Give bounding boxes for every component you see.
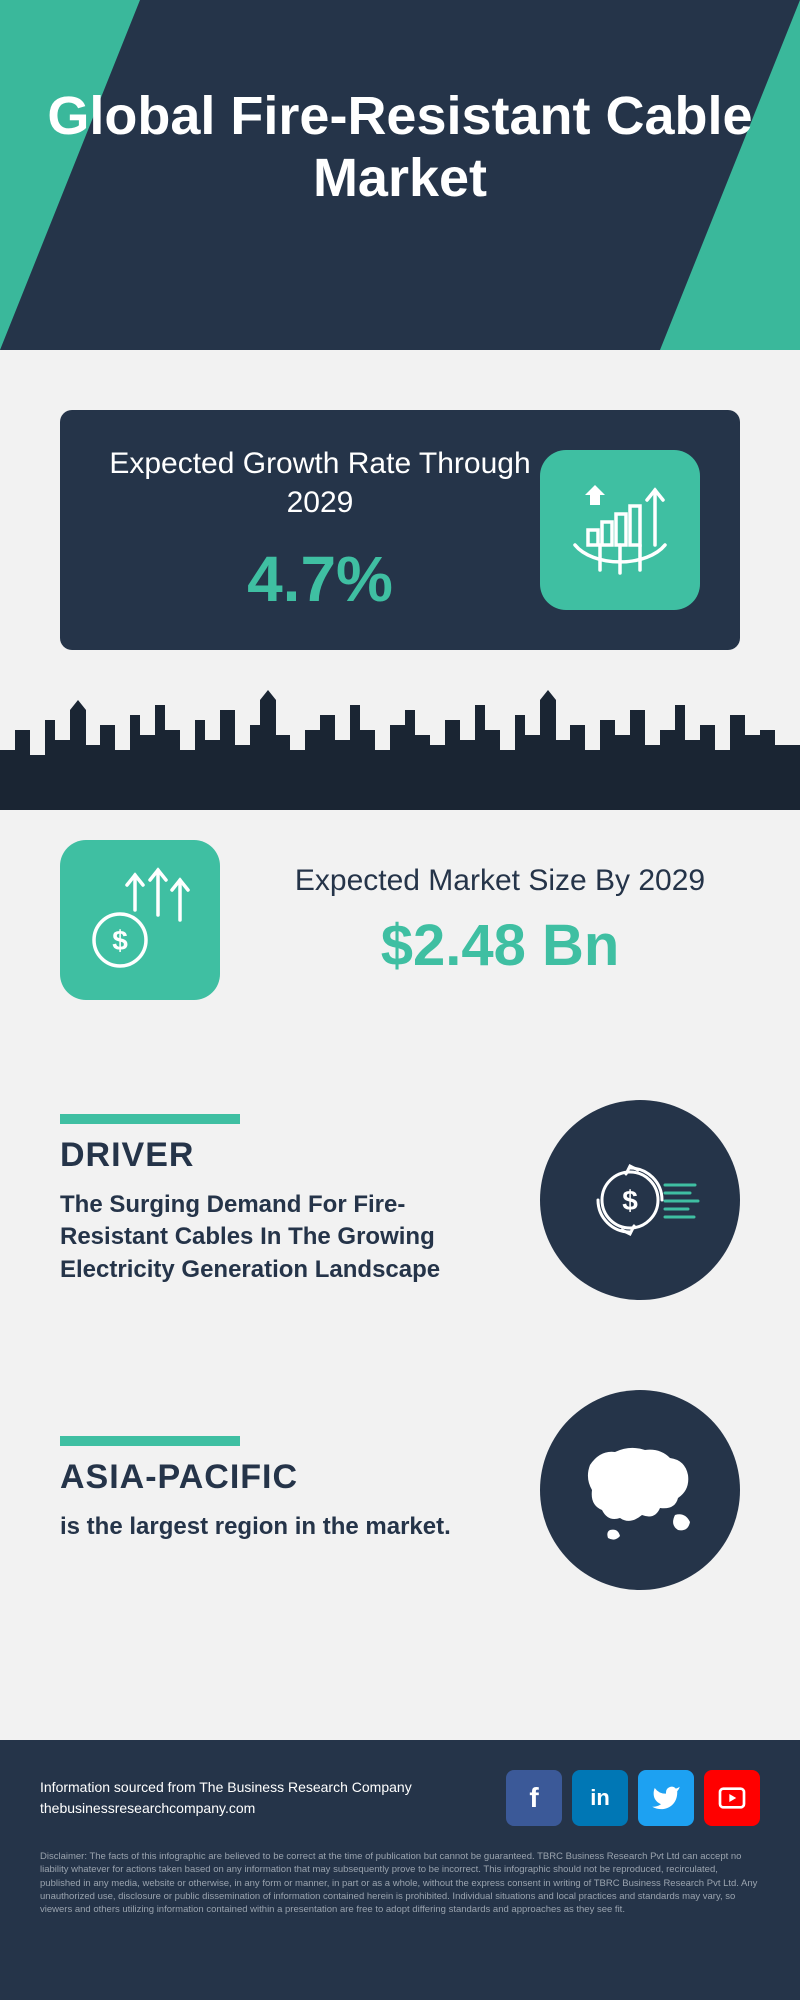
source-text: Information sourced from The Business Re… [40,1777,412,1819]
growth-label: Expected Growth Rate Through 2029 [100,444,540,522]
accent-bar [60,1436,240,1446]
facebook-icon[interactable]: f [506,1770,562,1826]
growth-text: Expected Growth Rate Through 2029 4.7% [100,444,540,616]
growth-chart-globe-icon [540,450,700,610]
youtube-icon[interactable] [704,1770,760,1826]
growth-card: Expected Growth Rate Through 2029 4.7% [60,410,740,650]
marketsize-value: $2.48 Bn [260,912,740,979]
page-title: Global Fire-Resistant Cable Market [0,85,800,209]
svg-text:$: $ [622,1185,638,1216]
social-row: f in [506,1770,760,1826]
footer-band: Information sourced from The Business Re… [0,1740,800,2000]
growth-value: 4.7% [100,542,540,616]
disclaimer-text: Disclaimer: The facts of this infographi… [40,1850,760,1916]
driver-body: The Surging Demand For Fire-Resistant Ca… [60,1189,510,1286]
twitter-icon[interactable] [638,1770,694,1826]
marketsize-text: Expected Market Size By 2029 $2.48 Bn [260,861,740,979]
dollar-arrows-up-icon: $ [60,840,220,1000]
region-body: is the largest region in the market. [60,1511,510,1543]
source-line1: Information sourced from The Business Re… [40,1777,412,1798]
footer-top: Information sourced from The Business Re… [40,1770,760,1826]
asia-map-icon [540,1390,740,1590]
driver-text: DRIVER The Surging Demand For Fire-Resis… [60,1114,510,1286]
region-text: ASIA-PACIFIC is the largest region in th… [60,1436,510,1543]
marketsize-label: Expected Market Size By 2029 [260,861,740,900]
source-line2: thebusinessresearchcompany.com [40,1798,412,1819]
region-row: ASIA-PACIFIC is the largest region in th… [60,1390,740,1590]
skyline-silhouette [0,680,800,810]
region-heading: ASIA-PACIFIC [60,1458,510,1497]
accent-bar [60,1114,240,1124]
driver-row: DRIVER The Surging Demand For Fire-Resis… [60,1100,740,1300]
linkedin-icon[interactable]: in [572,1770,628,1826]
dollar-cycle-icon: $ [540,1100,740,1300]
driver-heading: DRIVER [60,1136,510,1175]
marketsize-row: $ Expected Market Size By 2029 $2.48 Bn [60,820,740,1020]
svg-text:$: $ [112,925,128,956]
